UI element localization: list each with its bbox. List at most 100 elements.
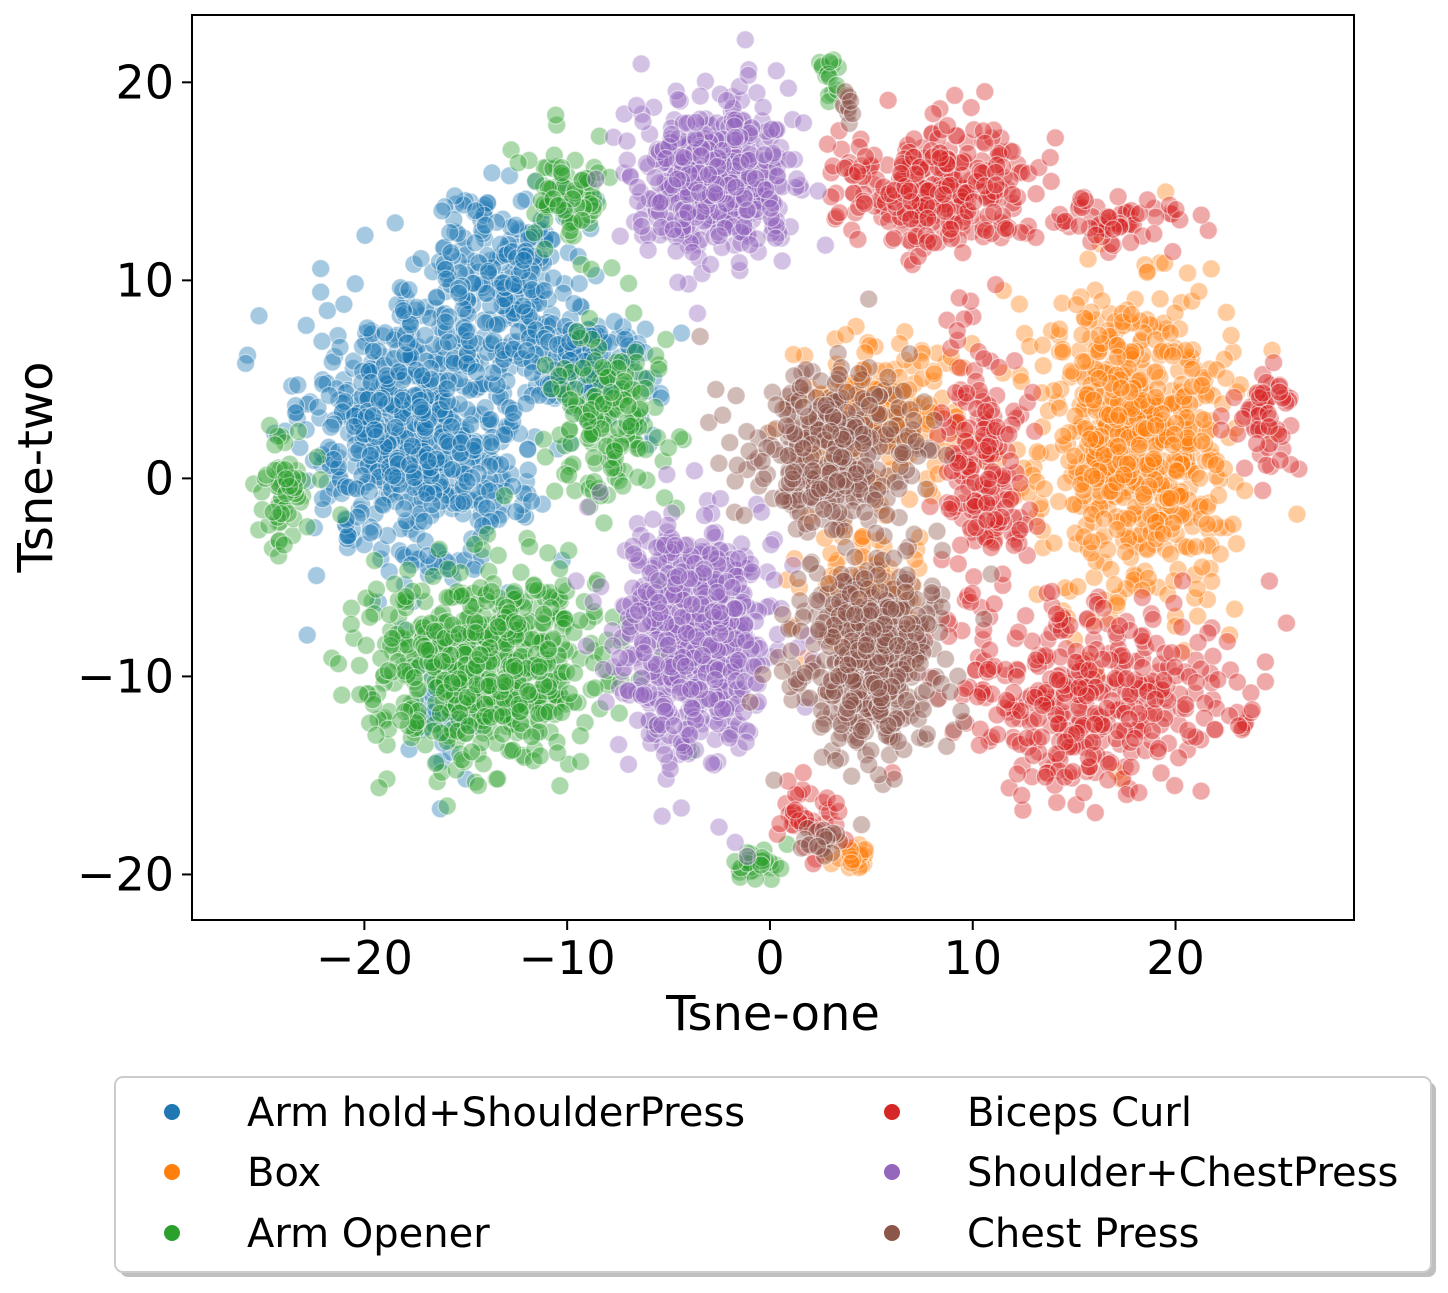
data-point [1160,323,1181,343]
data-point [356,635,376,656]
data-point [1211,420,1231,440]
data-point [685,128,706,148]
data-point [1032,727,1052,747]
data-point [503,403,523,423]
data-point [1146,207,1166,227]
data-point [513,483,534,503]
data-point [817,134,838,154]
data-point [1160,488,1181,508]
data-point [360,445,380,466]
data-point [848,229,868,249]
data-point [969,735,990,755]
data-point [1242,700,1262,720]
data-point [1103,219,1123,239]
data-point [920,496,940,517]
data-point [778,78,799,98]
data-point [978,469,999,489]
data-point [532,494,553,514]
data-point [1186,672,1206,693]
data-point [593,358,613,378]
data-point [394,499,414,519]
data-point [829,203,849,223]
data-point [454,492,474,512]
data-point [465,436,485,456]
data-point [1259,571,1280,591]
data-point [286,403,306,423]
data-point [1125,728,1145,748]
data-point [978,659,998,680]
data-point [940,219,961,239]
data-point [430,703,450,723]
data-point [771,858,791,879]
data-point [552,702,572,723]
data-point [924,233,944,253]
data-point [476,313,496,333]
data-point [360,523,380,543]
data-point [1253,383,1273,403]
data-point [1025,421,1045,441]
data-point [1073,352,1093,372]
data-point [1197,514,1217,534]
data-point [406,360,426,380]
data-point [700,254,721,274]
data-point [1108,187,1128,207]
data-point [464,534,485,555]
data-point [449,624,469,644]
data-point [1168,748,1189,768]
data-point [449,394,469,414]
data-point [385,417,405,438]
data-point [663,220,683,240]
data-point [668,272,688,292]
data-point [1085,714,1105,735]
data-point [438,332,459,352]
data-point [402,436,422,456]
data-point [495,289,515,309]
data-point [984,594,1004,614]
data-point [901,209,921,229]
data-point [1034,479,1055,499]
data-point [1048,714,1068,734]
data-point [1107,519,1127,540]
data-point [1227,672,1247,692]
data-point [276,469,296,489]
data-point [1116,668,1136,689]
data-point [1041,171,1061,191]
data-point [346,443,366,463]
data-point [383,466,403,486]
data-point [535,239,555,259]
data-point [1145,362,1165,382]
data-point [365,550,385,571]
data-point [487,375,507,395]
data-point [618,273,639,293]
data-point [363,406,383,426]
data-point [1210,544,1230,564]
data-point [761,119,782,139]
data-point [1006,666,1027,687]
data-point [1206,455,1226,475]
data-point [1191,205,1211,225]
data-point [506,215,526,235]
data-point [308,397,328,417]
data-point [533,604,554,624]
data-point [411,249,431,269]
data-point [1137,190,1158,210]
data-point [1083,390,1104,410]
data-point [726,177,746,197]
data-point [465,233,485,253]
data-point [488,617,508,637]
data-point [666,241,686,261]
data-point [1263,353,1284,373]
data-point [1144,224,1164,244]
data-point [1234,458,1255,478]
data-point [1081,532,1102,552]
data-point [949,288,969,308]
data-point [578,497,598,517]
data-point [364,420,384,440]
data-point [368,341,388,361]
data-point [503,274,524,294]
data-point [442,673,462,693]
data-point [633,112,653,132]
data-point [282,376,302,396]
data-point [524,223,544,243]
